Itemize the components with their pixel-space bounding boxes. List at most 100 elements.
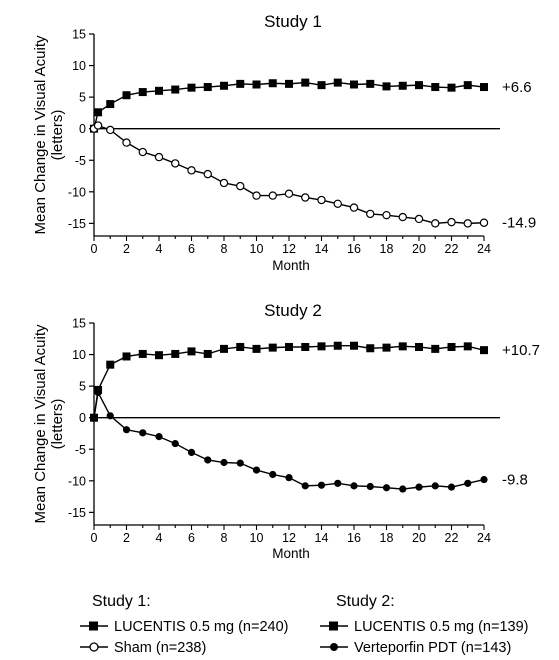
y-tick-label: 15 — [72, 28, 86, 42]
data-point — [122, 352, 131, 361]
x-tick-label: 20 — [412, 531, 426, 545]
data-point — [414, 214, 424, 224]
open-circle-marker — [89, 642, 99, 652]
data-point — [398, 81, 407, 90]
x-tick-label: 12 — [282, 531, 296, 545]
data-point — [187, 83, 196, 92]
filled-square-marker — [89, 621, 98, 631]
x-tick-label: 24 — [477, 242, 491, 256]
data-point — [155, 351, 163, 360]
legend-item-verteporfin: Verteporfin PDT (n=143) — [320, 640, 511, 656]
x-tick-label: 20 — [412, 242, 426, 256]
data-point — [138, 88, 147, 97]
data-point — [317, 195, 326, 205]
data-point — [236, 79, 245, 88]
data-point — [366, 209, 375, 219]
data-point — [122, 138, 131, 147]
x-tick-label: 18 — [380, 242, 394, 256]
data-point — [138, 349, 147, 358]
data-point — [463, 219, 472, 228]
data-point — [219, 178, 229, 188]
y-tick-label: -10 — [68, 185, 86, 199]
data-point — [431, 482, 439, 490]
data-point — [398, 342, 407, 351]
x-tick-label: 16 — [347, 242, 361, 256]
filled-circle-marker — [330, 643, 338, 651]
x-tick-label: 16 — [347, 531, 361, 545]
data-point — [463, 81, 472, 90]
data-point — [382, 210, 391, 220]
data-point — [106, 100, 115, 109]
series-filled-square: +10.7 — [90, 341, 540, 422]
data-point — [220, 81, 228, 90]
data-point — [106, 125, 115, 135]
x-tick-label: 14 — [315, 242, 329, 256]
data-point — [171, 85, 180, 94]
x-axis-label: Month — [272, 546, 310, 561]
data-point — [317, 342, 326, 351]
data-point — [171, 439, 179, 448]
data-point — [350, 482, 358, 490]
data-point — [122, 426, 131, 434]
data-point — [350, 80, 358, 89]
y-axis-label-line1: Mean Change in Visual Acuity — [32, 35, 49, 235]
series-line — [93, 124, 485, 225]
data-point — [187, 347, 196, 356]
data-point — [252, 191, 261, 200]
y-tick-label: 10 — [72, 348, 86, 362]
data-point — [236, 459, 244, 467]
x-tick-label: 12 — [282, 242, 296, 256]
legend-study1-heading: Study 1: — [92, 593, 151, 610]
data-point — [415, 342, 423, 351]
y-tick-label: -15 — [68, 506, 86, 520]
data-point — [94, 108, 103, 117]
data-point — [187, 166, 196, 175]
y-axis-label-line2: (letters) — [49, 399, 66, 450]
y-tick-label: -5 — [75, 443, 86, 457]
data-point — [139, 429, 147, 437]
data-point — [366, 482, 374, 491]
y-axis-label-line1: Mean Change in Visual Acuity — [32, 324, 49, 524]
x-tick-label: 6 — [188, 242, 195, 256]
data-point — [366, 79, 375, 88]
data-point — [480, 475, 488, 484]
y-tick-label: -15 — [68, 217, 86, 231]
x-tick-label: 22 — [445, 531, 459, 545]
data-point — [203, 349, 212, 358]
x-tick-label: 2 — [123, 531, 130, 545]
data-point — [171, 159, 180, 168]
data-point — [268, 79, 277, 88]
data-point — [333, 78, 342, 87]
legend-label: Verteporfin PDT (n=143) — [354, 640, 511, 656]
data-point — [334, 479, 342, 487]
y-tick-label: 0 — [79, 122, 86, 136]
end-value-label: -9.8 — [502, 472, 528, 489]
data-point — [350, 341, 358, 350]
y-tick-label: 15 — [72, 317, 86, 331]
end-value-label: +10.7 — [502, 342, 540, 359]
data-point — [203, 169, 212, 179]
chart-title: Study 1 — [264, 12, 322, 31]
data-point — [220, 344, 228, 353]
x-tick-label: 10 — [250, 531, 264, 545]
y-tick-label: -10 — [68, 474, 86, 488]
data-point — [480, 346, 488, 355]
data-point — [106, 360, 115, 369]
data-point — [93, 121, 103, 130]
filled-square-marker — [329, 621, 338, 631]
data-point — [447, 483, 456, 491]
x-tick-label: 6 — [188, 531, 195, 545]
x-tick-label: 14 — [315, 531, 329, 545]
data-point — [431, 344, 440, 353]
x-tick-label: 0 — [91, 242, 98, 256]
data-point — [138, 147, 147, 157]
legend-item-lucentis-study2: LUCENTIS 0.5 mg (n=139) — [320, 619, 528, 635]
x-tick-label: 0 — [91, 531, 98, 545]
data-point — [204, 456, 212, 464]
end-value-label: +6.6 — [502, 79, 532, 96]
x-axis-label: Month — [272, 258, 310, 273]
data-point — [236, 342, 245, 351]
